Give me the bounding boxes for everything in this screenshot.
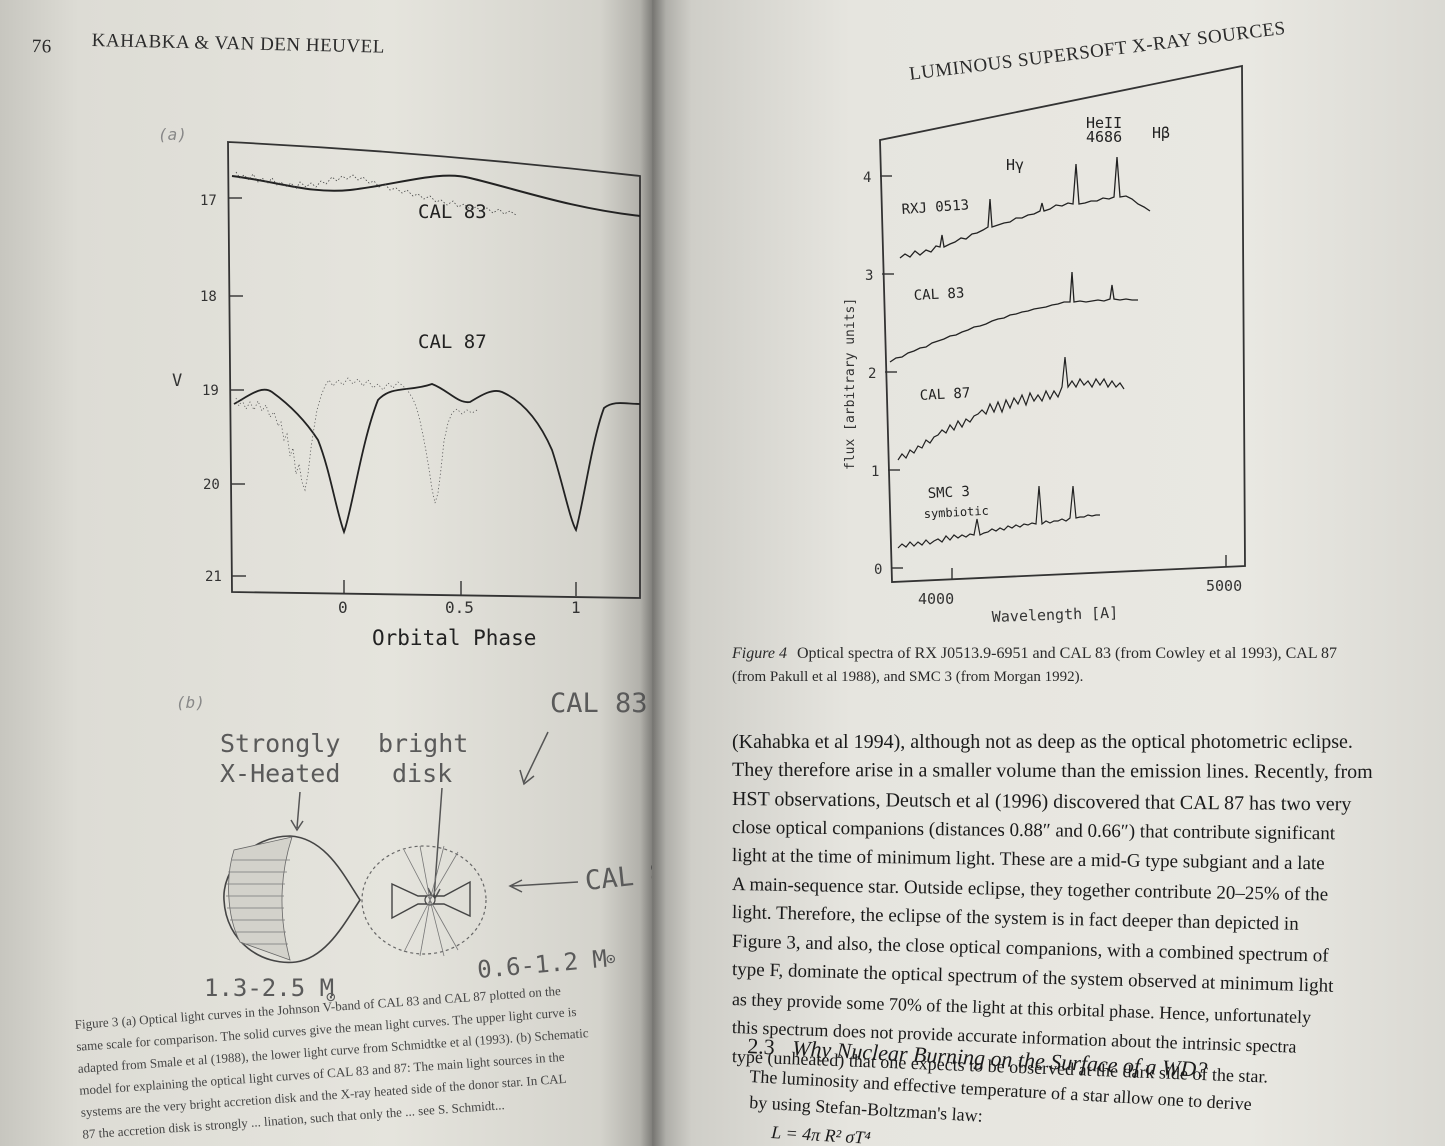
line-label-4686: 4686 bbox=[1086, 128, 1122, 146]
arrow-heated bbox=[290, 791, 304, 832]
figure-4-caption-line2: (from Pakull et al 1988), and SMC 3 (fro… bbox=[732, 669, 1084, 685]
spectra-frame bbox=[879, 64, 1246, 583]
figure-4-spectra: 4 3 2 1 0 4000 5000 Wavelength [A] flux … bbox=[843, 64, 1246, 626]
y-tick-21: 21 bbox=[205, 569, 222, 585]
figure-4-caption-line1: Figure 4 Optical spectra of RX J0513.9-6… bbox=[732, 645, 1337, 663]
figure-b-panel-label: (b) bbox=[176, 693, 205, 712]
y-tick-2: 2 bbox=[868, 366, 876, 382]
cal87-data-points bbox=[235, 377, 478, 504]
y-tick-17: 17 bbox=[200, 193, 217, 209]
y-axis-label: V bbox=[172, 371, 182, 391]
figure-4-caption-text: Optical spectra of RX J0513.9-6951 and C… bbox=[796, 645, 1337, 662]
equation: L = 4π R² σT⁴ bbox=[770, 1122, 872, 1146]
y-tick-4: 4 bbox=[863, 170, 871, 186]
right-page: LUMINOUS SUPERSOFT X-RAY SOURCES 4 3 2 1… bbox=[652, 0, 1445, 1146]
label-disk: disk bbox=[392, 759, 452, 788]
curve-label-cal87: CAL 87 bbox=[418, 331, 487, 353]
mass-accretor: 0.6-1.2 M bbox=[476, 945, 608, 984]
heated-hemisphere-shading bbox=[228, 836, 293, 961]
x-axis-label: Orbital Phase bbox=[372, 626, 536, 650]
x-tick-1: 1 bbox=[571, 598, 581, 617]
label-strongly: Strongly bbox=[220, 729, 340, 758]
x-tick-0-5: 0.5 bbox=[445, 598, 474, 617]
spectrum-rxj0513 bbox=[899, 156, 1151, 259]
cal83-mean-curve bbox=[231, 174, 641, 217]
y-tick-18: 18 bbox=[200, 289, 217, 305]
arrow-cal87 bbox=[508, 879, 579, 893]
figure-3a-light-curves: (a) 17 18 19 20 21 V 0 0.5 1 Orbital Pha… bbox=[158, 125, 641, 650]
mass-donor: 1.3-2.5 M bbox=[204, 974, 334, 1002]
y-tick-0: 0 bbox=[874, 562, 882, 578]
arrow-cal83 bbox=[519, 731, 549, 786]
y-tick-1: 1 bbox=[871, 464, 879, 480]
label-bright: bright bbox=[378, 729, 468, 758]
figure-4-label: Figure 4 bbox=[732, 645, 787, 662]
line-label-heii: HeII bbox=[1086, 114, 1122, 132]
spectrum-smc3 bbox=[897, 485, 1100, 549]
curve-label-cal83: CAL 83 bbox=[418, 201, 487, 223]
cal83-data-points bbox=[235, 171, 517, 216]
x-axis-label: Wavelength [A] bbox=[992, 604, 1119, 626]
roche-lobe bbox=[361, 845, 487, 955]
y-tick-3: 3 bbox=[865, 268, 873, 284]
spectrum-label-rxj0513: RXJ 0513 bbox=[901, 197, 969, 218]
y-tick-19: 19 bbox=[202, 383, 219, 399]
msun-donor-symbol: ⊙ bbox=[326, 987, 336, 1005]
cal87-mean-curve bbox=[233, 383, 641, 535]
spectrum-label-symbiotic: symbiotic bbox=[923, 504, 989, 521]
body-line: (Kahabka et al 1994), although not as de… bbox=[732, 731, 1353, 753]
y-tick-20: 20 bbox=[203, 477, 220, 493]
section-number: 2.3 bbox=[746, 1033, 776, 1060]
x-tick-4000: 4000 bbox=[918, 590, 954, 608]
figure-3b-schematic: (b) Strongly X-Heated bright disk CAL 83… bbox=[176, 688, 652, 1005]
left-page: 76 KAHABKA & VAN DEN HEUVEL (a) 17 18 19… bbox=[0, 0, 652, 1146]
body-text: (Kahabka et al 1994), although not as de… bbox=[731, 728, 1432, 1086]
spectrum-label-cal87: CAL 87 bbox=[919, 385, 970, 404]
label-x-heated: X-Heated bbox=[220, 759, 340, 788]
spectrum-cal87 bbox=[897, 356, 1125, 461]
plot-frame bbox=[227, 141, 641, 599]
spectrum-cal83 bbox=[889, 271, 1138, 363]
line-label-hgamma: Hγ bbox=[1006, 156, 1024, 174]
y-axis-label: flux [arbitrary units] bbox=[843, 298, 858, 470]
figure-a-panel-label: (a) bbox=[158, 125, 187, 144]
spectrum-label-smc3: SMC 3 bbox=[927, 484, 970, 502]
spectrum-label-cal83: CAL 83 bbox=[913, 285, 964, 304]
line-label-hbeta: Hβ bbox=[1152, 124, 1170, 142]
label-cal83: CAL 83 bbox=[550, 688, 648, 719]
body-line: They therefore arise in a smaller volume… bbox=[731, 758, 1373, 783]
book-gutter bbox=[640, 0, 666, 1146]
x-tick-0: 0 bbox=[338, 598, 348, 617]
x-tick-5000: 5000 bbox=[1206, 577, 1242, 595]
msun-accretor-symbol: ⊙ bbox=[606, 949, 616, 968]
